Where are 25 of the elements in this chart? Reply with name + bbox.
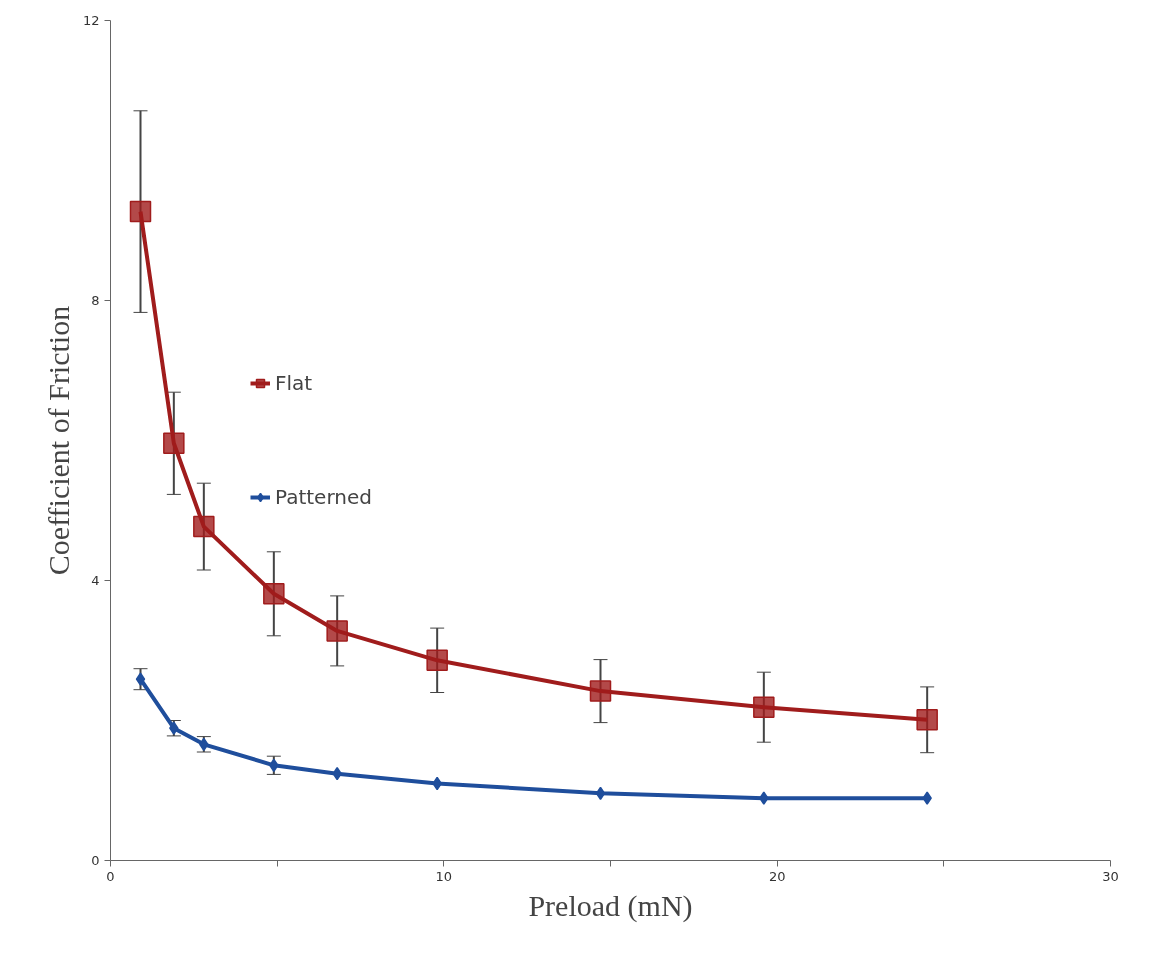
x-tick-label: 20 — [768, 868, 786, 884]
point — [753, 696, 775, 718]
x-tick-label: 30 — [1102, 868, 1119, 884]
point — [129, 200, 152, 223]
point — [163, 432, 185, 455]
point — [595, 786, 606, 801]
x-axis-title: Preload (mN) — [528, 888, 693, 923]
point — [589, 680, 612, 702]
point — [193, 515, 215, 538]
y-tick-label: 0 — [91, 853, 100, 868]
point — [759, 791, 769, 805]
point — [135, 672, 146, 686]
point — [326, 620, 348, 642]
legend-label: Patterned — [275, 485, 372, 509]
y-axis-title: Coefficient of Friction — [41, 305, 75, 576]
point — [916, 709, 938, 731]
point — [263, 583, 285, 605]
x-tick-label: 0 — [106, 868, 115, 884]
y-tick-label: 12 — [82, 13, 100, 28]
point — [426, 649, 448, 672]
y-tick-label: 4 — [91, 573, 100, 588]
y-tick-label: 8 — [91, 293, 100, 308]
legend-label: Flat — [275, 371, 313, 395]
x-tick-label: 10 — [435, 868, 453, 884]
point — [922, 791, 932, 805]
